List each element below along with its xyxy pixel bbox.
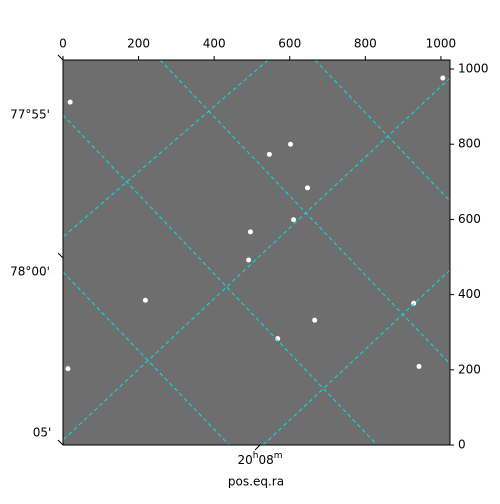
- star: [305, 185, 311, 191]
- star: [246, 257, 252, 263]
- dec-tick: [57, 252, 64, 259]
- star: [440, 75, 446, 81]
- dec-tick: [57, 54, 64, 61]
- x-tick-label: 600: [278, 37, 301, 51]
- x-tick-label: 200: [127, 37, 150, 51]
- y-tick-label: 0: [458, 438, 466, 452]
- dec-tick-label: 78°00': [10, 265, 50, 279]
- frame: [62, 59, 451, 446]
- dec-tick-label: 05': [33, 426, 52, 440]
- coordinate-grid: [63, 60, 450, 445]
- star: [247, 229, 253, 235]
- star: [67, 99, 73, 105]
- x-tick-label: 0: [59, 37, 67, 51]
- x-tick-label: 400: [203, 37, 226, 51]
- x-axis-label: pos.eq.ra: [228, 475, 284, 489]
- star: [291, 217, 297, 223]
- star: [65, 366, 71, 372]
- x-tick-label: 800: [354, 37, 377, 51]
- star: [288, 141, 294, 147]
- y-tick-label: 400: [458, 287, 481, 301]
- star: [266, 151, 272, 157]
- star: [312, 317, 318, 323]
- dec-tick-label: 77°55': [10, 108, 50, 122]
- y-tick-label: 600: [458, 212, 481, 226]
- y-tick-label: 800: [458, 137, 481, 151]
- y-tick-label: 200: [458, 362, 481, 376]
- image-background: [63, 60, 450, 445]
- ra-tick-label: 20h08m: [237, 451, 282, 467]
- x-tick-label: 1000: [426, 37, 457, 51]
- stars: [65, 75, 446, 372]
- y-tick-label: 1000: [458, 62, 489, 76]
- star: [416, 363, 422, 369]
- ra-tick: [254, 444, 261, 451]
- dec-tick: [57, 439, 64, 446]
- star: [142, 297, 148, 303]
